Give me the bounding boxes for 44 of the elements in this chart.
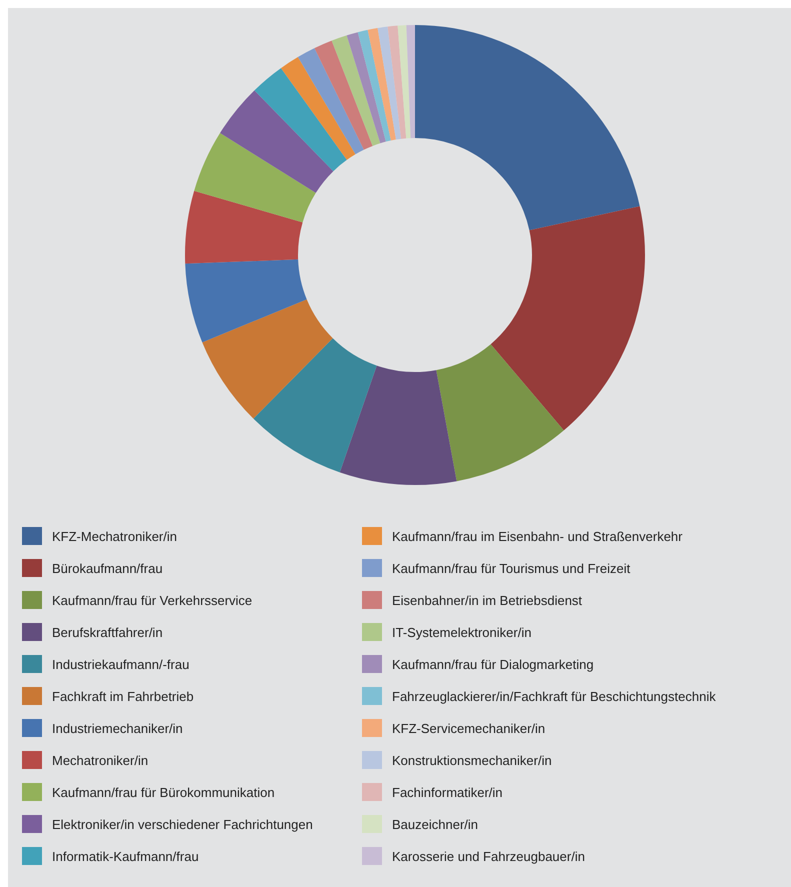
donut-slice [346,32,386,144]
legend-label: Bauzeichner/in [392,816,478,832]
legend-label: Kaufmann/frau im Eisenbahn- und Straßenverkehr [392,528,682,544]
legend-label: Karosserie und Fahrzeugbauer/in [392,848,585,864]
donut-slice [280,57,356,160]
legend-label: Bürokaufmann/frau [52,560,163,576]
legend-label: Kaufmann/frau für Dialogmarketing [392,656,594,672]
donut-slice [254,68,347,172]
legend-label: Mechatroniker/in [52,752,148,768]
donut-slice [358,30,391,142]
legend-label: Industriekaufmann/-frau [52,656,190,672]
donut-slice [368,28,396,141]
legend-label: Kaufmann/frau für Verkehrsservice [52,592,252,608]
donut-slice [185,259,307,342]
donut-slice [388,26,406,139]
donut-slice [406,25,415,138]
legend-label: IT-Systemelektroniker/in [392,624,532,640]
donut-slice [194,132,316,222]
donut-slice [340,366,457,485]
legend-label: Eisenbahner/in im Betriebsdienst [392,592,582,608]
donut-slice [202,299,333,419]
legend-label: Elektroniker/in verschiedener Fachrichtungen [52,816,313,832]
donut-slice [398,25,411,138]
legend-label: Konstruktionsmechaniker/in [392,752,552,768]
donut-slice [220,90,334,193]
donut-slice [436,344,564,482]
donut-slice [298,48,364,154]
legend-label: KFZ-Servicemechaniker/in [392,720,546,736]
legend-label: Industriemechaniker/in [52,720,183,736]
donut-slice [185,190,303,264]
legend-label: Kaufmann/frau für Tourismus und Freizeit [392,560,630,576]
donut-slice [490,206,645,430]
donut-slice [314,40,373,150]
legend-label: Kaufmann/frau für Bürokommunikation [52,784,275,800]
legend-label: Fahrzeuglackierer/in/Fachkraft für Beschichtungstechnik [392,688,716,704]
legend-label: Fachinformatiker/in [392,784,503,800]
donut-slice [378,26,402,140]
legend-label: Informatik-Kaufmann/frau [52,848,199,864]
donut-slice [332,35,380,146]
legend-label: KFZ-Mechatroniker/in [52,528,177,544]
legend-label: Berufskraftfahrer/in [52,624,163,640]
legend-label: Fachkraft im Fahrbetrieb [52,688,194,704]
donut-slice [253,338,377,472]
donut-slice [415,25,640,230]
